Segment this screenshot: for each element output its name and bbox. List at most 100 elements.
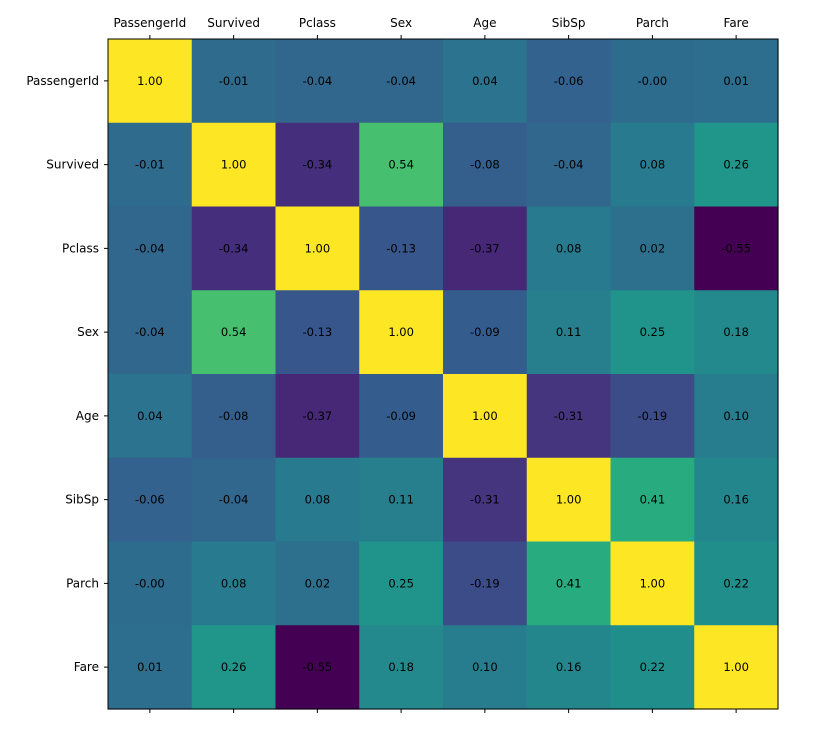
cell-value-label: -0.04: [302, 74, 332, 88]
cell-value-label: -0.06: [554, 74, 584, 88]
cell-value-label: -0.34: [219, 241, 249, 255]
heatmap-cell: [191, 206, 277, 291]
cell-value-label: 0.16: [723, 493, 749, 507]
heatmap-cell: [108, 290, 193, 375]
heatmap-cell: [610, 541, 695, 626]
heatmap-cell: [526, 290, 612, 375]
cell-value-label: 0.02: [640, 241, 666, 255]
cell-value-label: 0.04: [472, 74, 498, 88]
y-tick-label: Parch: [66, 576, 99, 590]
heatmap-cell: [275, 374, 360, 459]
cell-value-label: -0.34: [302, 158, 332, 172]
heatmap-cell: [191, 625, 277, 710]
cell-value-label: 0.11: [388, 493, 414, 507]
heatmap-cell: [526, 457, 612, 543]
heatmap-cell: [275, 290, 360, 375]
cell-value-label: 0.10: [723, 409, 749, 423]
heatmap-cell: [275, 39, 360, 124]
heatmap-cell: [526, 625, 612, 710]
cell-value-label: 0.08: [305, 493, 331, 507]
y-axis: PassengerId Survived Pclass Sex Age SibSp Parc…: [26, 74, 108, 674]
cell-value-label: 1.00: [640, 576, 666, 590]
cell-value-label: 1.00: [472, 409, 498, 423]
x-tick-label: Fare: [724, 16, 749, 30]
cell-value-label: -0.08: [470, 158, 500, 172]
heatmap-cell: [443, 122, 528, 208]
cell-value-label: 1.00: [137, 74, 163, 88]
heatmap-cell: [443, 290, 528, 375]
cell-value-label: 0.08: [556, 241, 582, 255]
plot-frame: [107, 38, 779, 710]
heatmap-cell: [191, 374, 277, 459]
heatmap-cell: [108, 39, 193, 124]
heatmap-cell-labels: 1.00 -0.01 -0.04 -0.04 0.04 -0.06 -0.00 0.01 -0.…: [135, 74, 751, 674]
heatmap-cell: [191, 457, 277, 543]
cell-value-label: 0.01: [137, 660, 163, 674]
cell-value-label: 0.08: [640, 158, 666, 172]
cell-value-label: 0.54: [388, 158, 414, 172]
cell-value-label: -0.13: [386, 241, 416, 255]
y-tick-label: Fare: [74, 660, 99, 674]
cell-value-label: 0.02: [305, 576, 331, 590]
heatmap-cells: [108, 39, 779, 710]
heatmap-cell: [108, 625, 193, 710]
x-tick-label: Survived: [207, 16, 260, 30]
heatmap-cell: [359, 457, 444, 543]
cell-value-label: 0.25: [388, 576, 414, 590]
heatmap-cell: [610, 290, 695, 375]
cell-value-label: 0.16: [556, 660, 582, 674]
heatmap-cell: [108, 541, 193, 626]
x-tick-label: Age: [473, 16, 496, 30]
cell-value-label: -0.00: [135, 576, 165, 590]
cell-value-label: -0.09: [470, 325, 500, 339]
heatmap-cell: [610, 625, 695, 710]
heatmap-cell: [191, 122, 277, 208]
heatmap-cell: [359, 122, 444, 208]
heatmap-cell: [275, 457, 360, 543]
cell-value-label: -0.37: [470, 241, 500, 255]
cell-value-label: 0.18: [723, 325, 749, 339]
heatmap-cell: [191, 290, 277, 375]
heatmap-cell: [359, 374, 444, 459]
cell-value-label: 0.22: [640, 660, 666, 674]
heatmap-cell: [526, 374, 612, 459]
x-tick-label: PassengerId: [114, 16, 187, 30]
heatmap-cell: [526, 39, 612, 124]
y-tick-label: PassengerId: [26, 74, 99, 88]
heatmap-cell: [526, 206, 612, 291]
heatmap-cell: [108, 374, 193, 459]
cell-value-label: 0.26: [723, 158, 749, 172]
heatmap-cell: [359, 39, 444, 124]
cell-value-label: -0.55: [721, 241, 751, 255]
heatmap-cell: [610, 374, 695, 459]
x-axis: PassengerId Survived Pclass Sex Age SibSp Parc…: [114, 16, 749, 713]
x-tick-label: Parch: [636, 16, 669, 30]
cell-value-label: -0.19: [470, 576, 500, 590]
cell-value-label: 0.01: [723, 74, 749, 88]
cell-value-label: -0.01: [219, 74, 249, 88]
cell-value-label: 0.26: [221, 660, 247, 674]
y-tick-label: SibSp: [65, 493, 99, 507]
cell-value-label: 0.22: [723, 576, 749, 590]
heatmap-cell: [694, 625, 779, 710]
heatmap-cell: [359, 625, 444, 710]
cell-value-label: 0.04: [137, 409, 163, 423]
cell-value-label: -0.04: [219, 493, 249, 507]
heatmap-cell: [443, 374, 528, 459]
heatmap-cell: [526, 541, 612, 626]
x-tick-label: Pclass: [299, 16, 336, 30]
heatmap-cell: [443, 625, 528, 710]
heatmap-cell: [694, 206, 779, 291]
cell-value-label: -0.37: [302, 409, 332, 423]
cell-value-label: 0.11: [556, 325, 582, 339]
heatmap-cell: [694, 541, 779, 626]
cell-value-label: 1.00: [388, 325, 414, 339]
heatmap-cell: [610, 39, 695, 124]
heatmap-cell: [443, 39, 528, 124]
cell-value-label: 0.41: [556, 576, 582, 590]
heatmap-cell: [610, 122, 695, 208]
heatmap-cell: [108, 206, 193, 291]
heatmap-cell: [108, 122, 193, 208]
x-tick-label: Sex: [390, 16, 412, 30]
